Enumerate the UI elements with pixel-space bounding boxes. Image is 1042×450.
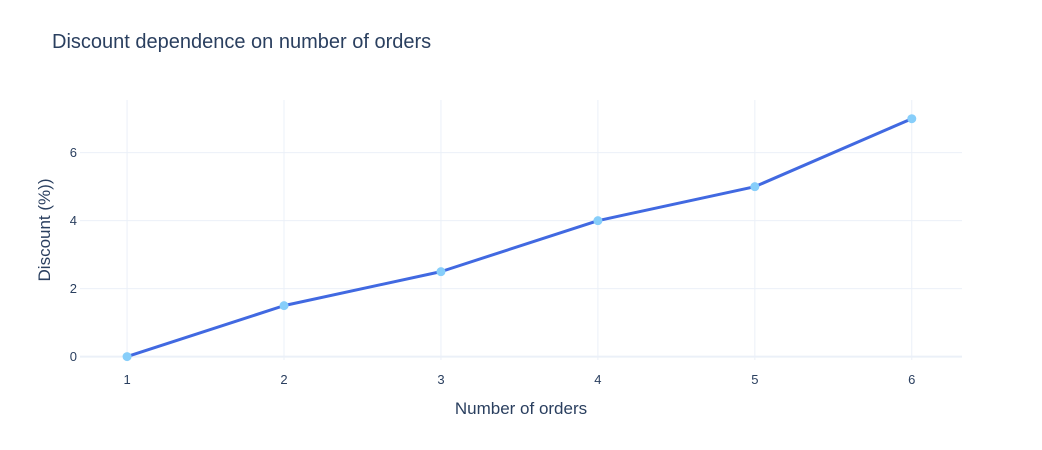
y-tick-labels: 0 2 4 6 — [70, 145, 77, 364]
x-tick-label: 6 — [908, 372, 915, 387]
data-point — [593, 216, 603, 226]
x-tick-labels: 1 2 3 4 5 6 — [123, 372, 915, 387]
y-tick-label: 0 — [70, 349, 77, 364]
series-group — [122, 114, 917, 362]
y-axis-title: Discount (%)) — [35, 179, 54, 282]
x-tick-label: 1 — [123, 372, 130, 387]
y-gridlines — [80, 152, 962, 290]
y-tick-label: 4 — [70, 213, 77, 228]
chart-title: Discount dependence on number of orders — [52, 31, 432, 53]
data-point — [122, 352, 132, 362]
series-line — [126, 117, 913, 359]
x-gridlines — [126, 100, 913, 360]
data-point — [750, 182, 760, 192]
y-tick-label: 2 — [70, 281, 77, 296]
data-point — [907, 114, 917, 124]
x-tick-label: 4 — [594, 372, 601, 387]
x-tick-label: 2 — [280, 372, 287, 387]
x-axis-title: Number of orders — [455, 399, 587, 418]
x-tick-label: 5 — [751, 372, 758, 387]
data-point — [436, 267, 446, 277]
x-tick-label: 3 — [437, 372, 444, 387]
y-tick-label: 6 — [70, 145, 77, 160]
data-point — [279, 301, 289, 311]
